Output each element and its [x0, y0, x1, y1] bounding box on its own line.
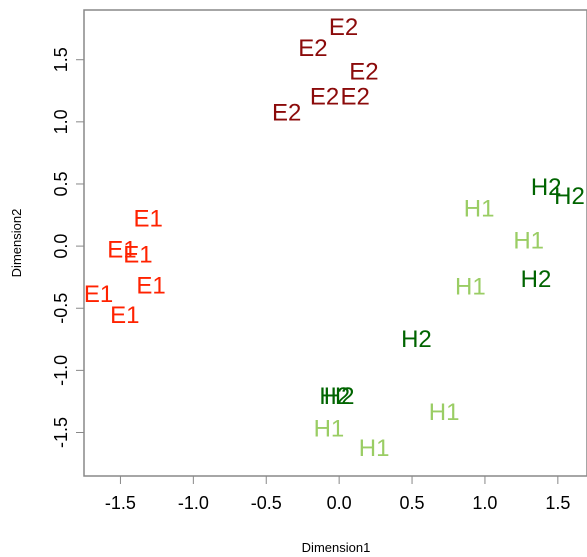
point-h2: H2 [319, 383, 350, 410]
x-axis: -1.5 -1.0 -0.5 0.0 0.5 1.0 1.5 [105, 475, 570, 513]
point-e2: E2 [329, 14, 358, 41]
point-h1: H1 [314, 415, 345, 442]
point-h2: H2 [521, 266, 552, 293]
x-tick-label: 1.5 [545, 493, 570, 513]
y-tick-label: -1.5 [51, 417, 71, 448]
x-axis-title: Dimension1 [302, 540, 371, 555]
point-e2: E2 [272, 100, 301, 127]
point-e2: E2 [310, 83, 339, 110]
x-tick-label: 0.0 [327, 493, 352, 513]
y-axis: -1.5 -1.0 -0.5 0.0 0.5 1.0 1.5 [51, 47, 85, 448]
point-h1: H1 [513, 228, 544, 255]
point-h1: H1 [464, 195, 495, 222]
y-axis-title: Dimension2 [9, 209, 24, 278]
y-tick-label: 0.5 [51, 171, 71, 196]
y-tick-label: -0.5 [51, 293, 71, 324]
y-tick-label: 1.0 [51, 109, 71, 134]
point-e2: E2 [349, 59, 378, 86]
point-e1: E1 [84, 281, 113, 308]
point-h1: H1 [429, 399, 460, 426]
x-tick-label: 0.5 [400, 493, 425, 513]
point-h2: H2 [324, 383, 355, 410]
y-tick-label: 1.5 [51, 47, 71, 72]
point-e1: E1 [123, 241, 152, 268]
point-e1: E1 [107, 236, 136, 263]
y-tick-label: -1.0 [51, 355, 71, 386]
point-e1: E1 [133, 205, 162, 232]
x-tick-label: 1.0 [472, 493, 497, 513]
x-tick-label: -1.0 [178, 493, 209, 513]
point-e1: E1 [136, 272, 165, 299]
point-h2: H2 [554, 183, 585, 210]
point-h2: H2 [531, 174, 562, 201]
point-h1: H1 [455, 274, 486, 301]
point-e2: E2 [341, 83, 370, 110]
point-h1: H1 [359, 435, 390, 462]
point-e1: E1 [110, 302, 139, 329]
x-tick-label: -1.5 [105, 493, 136, 513]
point-h2: H2 [401, 326, 432, 353]
y-tick-label: 0.0 [51, 234, 71, 259]
point-e2: E2 [298, 35, 327, 62]
x-tick-label: -0.5 [251, 493, 282, 513]
